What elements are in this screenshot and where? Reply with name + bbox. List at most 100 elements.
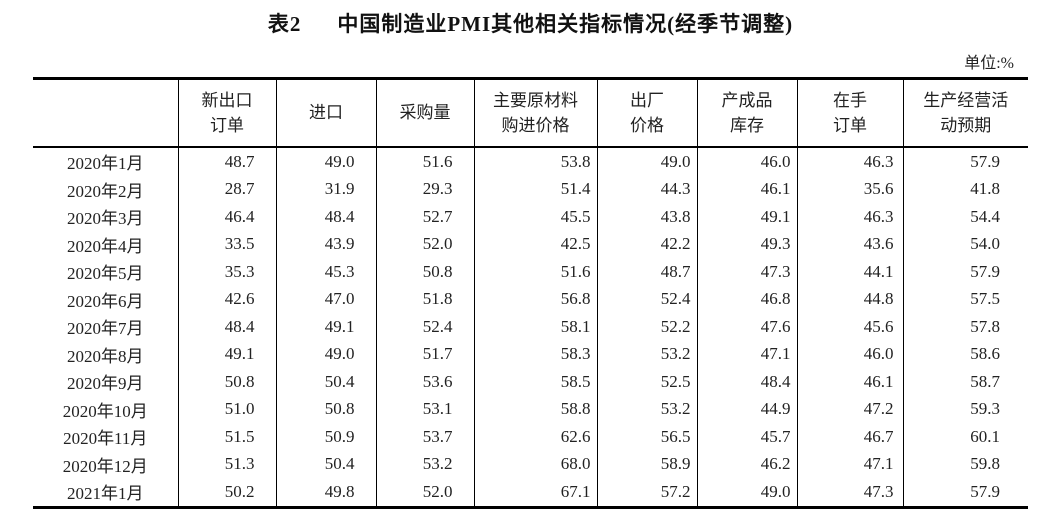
table-row: 2020年10月 51.0 50.8 53.1 58.8 53.2 44.9 47.2 59.3: [33, 395, 1028, 423]
data-cell: 44.3: [596, 175, 698, 203]
row-label: 2021年1月: [33, 478, 179, 507]
data-cell: 56.5: [596, 423, 698, 451]
table-number: 表2: [267, 12, 302, 36]
data-cell: 49.0: [596, 147, 698, 176]
data-cell: 48.7: [177, 147, 277, 176]
data-cell: 53.6: [375, 368, 475, 396]
data-cell: 52.0: [375, 478, 475, 507]
page-title: 表2 中国制造业PMI其他相关指标情况(经季节调整): [0, 0, 1061, 38]
data-cell: 51.4: [473, 175, 598, 203]
data-cell: 46.1: [796, 368, 904, 396]
data-cell: 53.1: [375, 395, 475, 423]
data-cell: 52.7: [375, 203, 475, 231]
data-cell: 47.0: [275, 285, 377, 313]
column-header: 生产经营活 动预期: [902, 78, 1028, 148]
data-cell: 46.3: [796, 147, 904, 176]
header-row: 新出口 订单 进口 采购量 主要原材料 购进价格 出厂 价格 产成品 库存 在手 订单 生产经营活 动预期: [33, 78, 1028, 148]
data-cell: 49.1: [275, 313, 377, 341]
data-cell: 47.2: [796, 395, 904, 423]
pmi-indicators-table: 新出口 订单 进口 采购量 主要原材料 购进价格 出厂 价格 产成品 库存 在手 订单 生产经营活 动预期…: [33, 77, 1028, 509]
table-row: 2020年4月 33.5 43.9 52.0 42.5 42.2 49.3 43.6 54.0: [33, 230, 1028, 258]
table-row: 2020年12月 51.3 50.4 53.2 68.0 58.9 46.2 47.1 59.8: [33, 450, 1028, 478]
data-cell: 53.2: [596, 340, 698, 368]
row-label: 2020年5月: [33, 258, 179, 286]
data-cell: 46.0: [696, 147, 798, 176]
data-cell: 57.9: [902, 478, 1028, 507]
data-cell: 62.6: [473, 423, 598, 451]
data-cell: 53.8: [473, 147, 598, 176]
row-label: 2020年6月: [33, 285, 179, 313]
data-cell: 46.2: [696, 450, 798, 478]
data-cell: 49.3: [696, 230, 798, 258]
data-cell: 52.4: [596, 285, 698, 313]
row-label: 2020年2月: [33, 175, 179, 203]
data-cell: 56.8: [473, 285, 598, 313]
column-header: 出厂 价格: [596, 78, 698, 148]
data-cell: 50.2: [177, 478, 277, 507]
data-cell: 50.8: [177, 368, 277, 396]
data-cell: 60.1: [902, 423, 1028, 451]
data-cell: 58.6: [902, 340, 1028, 368]
data-cell: 58.9: [596, 450, 698, 478]
column-header: 进口: [275, 78, 377, 148]
data-cell: 48.7: [596, 258, 698, 286]
data-cell: 54.0: [902, 230, 1028, 258]
row-label: 2020年7月: [33, 313, 179, 341]
column-header: 采购量: [375, 78, 475, 148]
data-cell: 33.5: [177, 230, 277, 258]
data-cell: 48.4: [177, 313, 277, 341]
corner-cell: [33, 78, 179, 148]
row-label: 2020年11月: [33, 423, 179, 451]
data-cell: 50.8: [375, 258, 475, 286]
data-cell: 47.3: [796, 478, 904, 507]
data-cell: 47.1: [796, 450, 904, 478]
data-cell: 58.7: [902, 368, 1028, 396]
data-cell: 53.2: [596, 395, 698, 423]
data-cell: 50.9: [275, 423, 377, 451]
column-header: 新出口 订单: [177, 78, 277, 148]
data-cell: 52.5: [596, 368, 698, 396]
data-cell: 46.0: [796, 340, 904, 368]
data-cell: 58.8: [473, 395, 598, 423]
row-label: 2020年10月: [33, 395, 179, 423]
data-cell: 43.8: [596, 203, 698, 231]
data-cell: 52.4: [375, 313, 475, 341]
data-cell: 45.5: [473, 203, 598, 231]
table-row: 2020年7月 48.4 49.1 52.4 58.1 52.2 47.6 45.6 57.8: [33, 313, 1028, 341]
table-body: 2020年1月 48.7 49.0 51.6 53.8 49.0 46.0 46.3 57.9 2…: [33, 147, 1028, 507]
data-cell: 44.1: [796, 258, 904, 286]
data-cell: 46.4: [177, 203, 277, 231]
data-cell: 51.3: [177, 450, 277, 478]
row-label: 2020年3月: [33, 203, 179, 231]
row-label: 2020年9月: [33, 368, 179, 396]
data-cell: 45.6: [796, 313, 904, 341]
table-row: 2020年5月 35.3 45.3 50.8 51.6 48.7 47.3 44.1 57.9: [33, 258, 1028, 286]
data-cell: 45.7: [696, 423, 798, 451]
data-cell: 51.5: [177, 423, 277, 451]
data-cell: 43.6: [796, 230, 904, 258]
data-cell: 41.8: [902, 175, 1028, 203]
data-cell: 51.6: [375, 147, 475, 176]
data-cell: 47.6: [696, 313, 798, 341]
data-cell: 53.7: [375, 423, 475, 451]
data-cell: 51.0: [177, 395, 277, 423]
row-label: 2020年8月: [33, 340, 179, 368]
data-cell: 42.6: [177, 285, 277, 313]
table-row: 2021年1月 50.2 49.8 52.0 67.1 57.2 49.0 47.3 57.9: [33, 478, 1028, 507]
table-row: 2020年9月 50.8 50.4 53.6 58.5 52.5 48.4 46.1 58.7: [33, 368, 1028, 396]
data-cell: 57.2: [596, 478, 698, 507]
data-cell: 46.1: [696, 175, 798, 203]
data-cell: 59.8: [902, 450, 1028, 478]
data-cell: 57.5: [902, 285, 1028, 313]
data-cell: 48.4: [696, 368, 798, 396]
data-cell: 47.3: [696, 258, 798, 286]
data-cell: 46.3: [796, 203, 904, 231]
data-cell: 52.2: [596, 313, 698, 341]
data-cell: 57.8: [902, 313, 1028, 341]
table-row: 2020年11月 51.5 50.9 53.7 62.6 56.5 45.7 46.7 60.1: [33, 423, 1028, 451]
column-header: 在手 订单: [796, 78, 904, 148]
table-title-text: 中国制造业PMI其他相关指标情况(经季节调整): [337, 12, 794, 36]
data-cell: 53.2: [375, 450, 475, 478]
data-cell: 44.8: [796, 285, 904, 313]
